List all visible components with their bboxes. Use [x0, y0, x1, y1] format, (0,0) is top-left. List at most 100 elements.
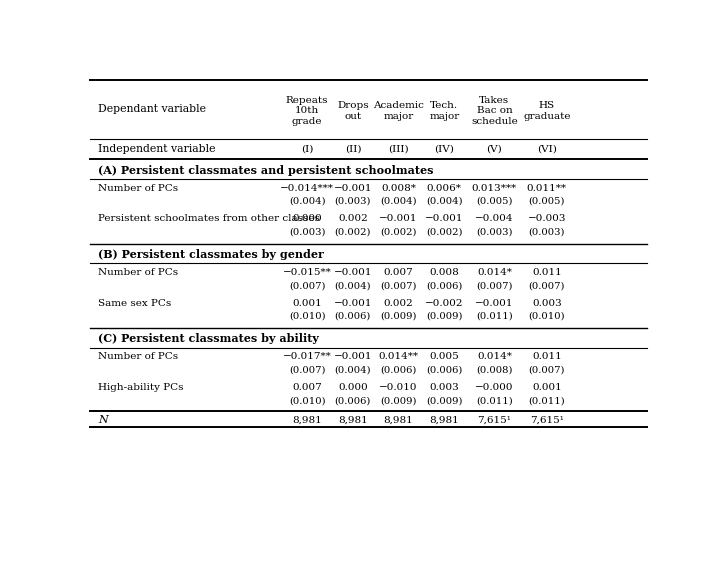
Text: (0.004): (0.004) [426, 197, 462, 206]
Text: (0.003): (0.003) [289, 227, 326, 236]
Text: (0.007): (0.007) [380, 281, 417, 290]
Text: High-ability PCs: High-ability PCs [99, 383, 184, 392]
Text: (0.007): (0.007) [528, 281, 565, 290]
Text: 0.014*: 0.014* [477, 352, 512, 362]
Text: (V): (V) [487, 145, 503, 154]
Text: −0.003: −0.003 [528, 214, 566, 223]
Text: 8,981: 8,981 [384, 415, 413, 424]
Text: 0.002: 0.002 [338, 214, 367, 223]
Text: 0.000: 0.000 [293, 214, 322, 223]
Text: (0.006): (0.006) [426, 366, 462, 374]
Text: −0.001: −0.001 [334, 268, 372, 277]
Text: 0.006*: 0.006* [427, 183, 462, 193]
Text: −0.000: −0.000 [475, 383, 513, 392]
Text: (0.007): (0.007) [289, 366, 326, 374]
Text: 0.001: 0.001 [293, 299, 322, 308]
Text: (0.011): (0.011) [476, 312, 513, 321]
Text: (A) Persistent classmates and persistent schoolmates: (A) Persistent classmates and persistent… [99, 165, 434, 176]
Text: (0.003): (0.003) [528, 227, 565, 236]
Text: (0.009): (0.009) [380, 396, 417, 405]
Text: (0.004): (0.004) [380, 197, 417, 206]
Text: 0.011: 0.011 [532, 268, 562, 277]
Text: 0.008*: 0.008* [381, 183, 416, 193]
Text: −0.001: −0.001 [334, 352, 372, 362]
Text: (0.002): (0.002) [334, 227, 371, 236]
Text: (0.006): (0.006) [335, 312, 371, 321]
Text: 8,981: 8,981 [338, 415, 367, 424]
Text: (0.006): (0.006) [426, 281, 462, 290]
Text: (0.006): (0.006) [380, 366, 417, 374]
Text: −0.017**: −0.017** [283, 352, 331, 362]
Text: −0.001: −0.001 [334, 183, 372, 193]
Text: −0.014***: −0.014*** [280, 183, 334, 193]
Text: (0.003): (0.003) [334, 197, 371, 206]
Text: Persistent schoolmates from other classes: Persistent schoolmates from other classe… [99, 214, 320, 223]
Text: −0.004: −0.004 [475, 214, 513, 223]
Text: 0.011: 0.011 [532, 352, 562, 362]
Text: 0.007: 0.007 [293, 383, 322, 392]
Text: (IV): (IV) [434, 145, 454, 154]
Text: (VI): (VI) [537, 145, 557, 154]
Text: (0.010): (0.010) [289, 396, 326, 405]
Text: 0.003: 0.003 [429, 383, 459, 392]
Text: (III): (III) [388, 145, 409, 154]
Text: Same sex PCs: Same sex PCs [99, 299, 172, 308]
Text: Tech.
major: Tech. major [429, 101, 459, 121]
Text: (0.009): (0.009) [426, 396, 462, 405]
Text: (B) Persistent classmates by gender: (B) Persistent classmates by gender [99, 249, 324, 260]
Text: −0.002: −0.002 [425, 299, 464, 308]
Text: Drops
out: Drops out [337, 101, 369, 121]
Text: (0.005): (0.005) [528, 197, 565, 206]
Text: 0.014**: 0.014** [379, 352, 418, 362]
Text: Independent variable: Independent variable [99, 144, 216, 154]
Text: Academic
major: Academic major [373, 101, 424, 121]
Text: (0.003): (0.003) [476, 227, 513, 236]
Text: (0.002): (0.002) [426, 227, 462, 236]
Text: Takes
Bac on
schedule: Takes Bac on schedule [471, 96, 518, 126]
Text: (0.011): (0.011) [528, 396, 565, 405]
Text: (0.004): (0.004) [334, 281, 371, 290]
Text: 0.008: 0.008 [429, 268, 459, 277]
Text: (0.008): (0.008) [476, 366, 513, 374]
Text: (0.010): (0.010) [289, 312, 326, 321]
Text: (C) Persistent classmates by ability: (C) Persistent classmates by ability [99, 333, 319, 345]
Text: 0.011**: 0.011** [527, 183, 567, 193]
Text: (0.007): (0.007) [528, 366, 565, 374]
Text: Number of PCs: Number of PCs [99, 183, 178, 193]
Text: 0.002: 0.002 [384, 299, 413, 308]
Text: (I): (I) [301, 145, 313, 154]
Text: 0.001: 0.001 [532, 383, 562, 392]
Text: −0.015**: −0.015** [283, 268, 331, 277]
Text: 0.007: 0.007 [384, 268, 413, 277]
Text: (0.011): (0.011) [476, 396, 513, 405]
Text: 0.014*: 0.014* [477, 268, 512, 277]
Text: 8,981: 8,981 [293, 415, 322, 424]
Text: 0.000: 0.000 [338, 383, 367, 392]
Text: −0.001: −0.001 [380, 214, 418, 223]
Text: −0.010: −0.010 [380, 383, 418, 392]
Text: HS
graduate: HS graduate [523, 101, 571, 121]
Text: 0.013***: 0.013*** [472, 183, 517, 193]
Text: Number of PCs: Number of PCs [99, 352, 178, 362]
Text: (II): (II) [344, 145, 361, 154]
Text: 0.003: 0.003 [532, 299, 562, 308]
Text: (0.004): (0.004) [289, 197, 326, 206]
Text: (0.006): (0.006) [335, 396, 371, 405]
Text: 0.005: 0.005 [429, 352, 459, 362]
Text: (0.004): (0.004) [334, 366, 371, 374]
Text: 8,981: 8,981 [429, 415, 459, 424]
Text: (0.002): (0.002) [380, 227, 417, 236]
Text: −0.001: −0.001 [425, 214, 464, 223]
Text: (0.007): (0.007) [289, 281, 326, 290]
Text: N: N [99, 415, 108, 425]
Text: (0.009): (0.009) [380, 312, 417, 321]
Text: (0.010): (0.010) [528, 312, 565, 321]
Text: 7,615¹: 7,615¹ [530, 415, 564, 424]
Text: −0.001: −0.001 [334, 299, 372, 308]
Text: Number of PCs: Number of PCs [99, 268, 178, 277]
Text: 7,615¹: 7,615¹ [477, 415, 511, 424]
Text: (0.009): (0.009) [426, 312, 462, 321]
Text: −0.001: −0.001 [475, 299, 513, 308]
Text: Repeats
10th
grade: Repeats 10th grade [286, 96, 329, 126]
Text: Dependant variable: Dependant variable [99, 104, 206, 114]
